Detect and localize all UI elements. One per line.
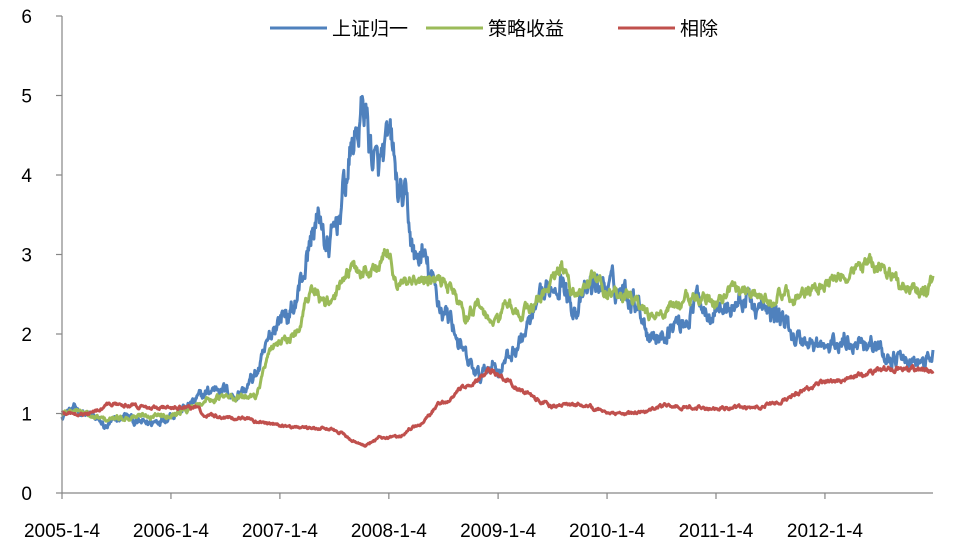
legend: 上证归一 策略收益 相除 (270, 18, 718, 40)
y-tick-label: 6 (21, 7, 32, 28)
x-tick-label: 2007-1-4 (242, 521, 318, 542)
x-tick-label: 2005-1-4 (24, 521, 100, 542)
y-tick-label: 1 (21, 405, 32, 426)
y-tick-label: 4 (21, 166, 32, 187)
x-ticks: 2005-1-4 2006-1-4 2007-1-4 2008-1-4 2009-1-4… (24, 493, 863, 542)
series-line (60, 94, 935, 430)
x-tick-label: 2009-1-4 (460, 521, 536, 542)
x-tick-label: 2010-1-4 (569, 521, 645, 542)
series-line (60, 364, 935, 448)
y-tick-label: 5 (21, 87, 32, 108)
legend-label: 策略收益 (488, 18, 564, 40)
x-tick-label: 2011-1-4 (679, 521, 754, 542)
y-ticks: 0 1 2 3 4 5 6 (21, 7, 62, 505)
series-line (60, 248, 935, 423)
y-tick-label: 0 (21, 484, 32, 505)
y-tick-label: 3 (21, 246, 32, 267)
x-tick-label: 2012-1-4 (787, 521, 863, 542)
legend-label: 上证归一 (332, 18, 408, 40)
series-layer (60, 94, 935, 448)
y-tick-label: 2 (21, 325, 32, 346)
x-tick-label: 2006-1-4 (133, 521, 209, 542)
legend-label: 相除 (680, 18, 718, 40)
x-tick-label: 2008-1-4 (351, 521, 427, 542)
